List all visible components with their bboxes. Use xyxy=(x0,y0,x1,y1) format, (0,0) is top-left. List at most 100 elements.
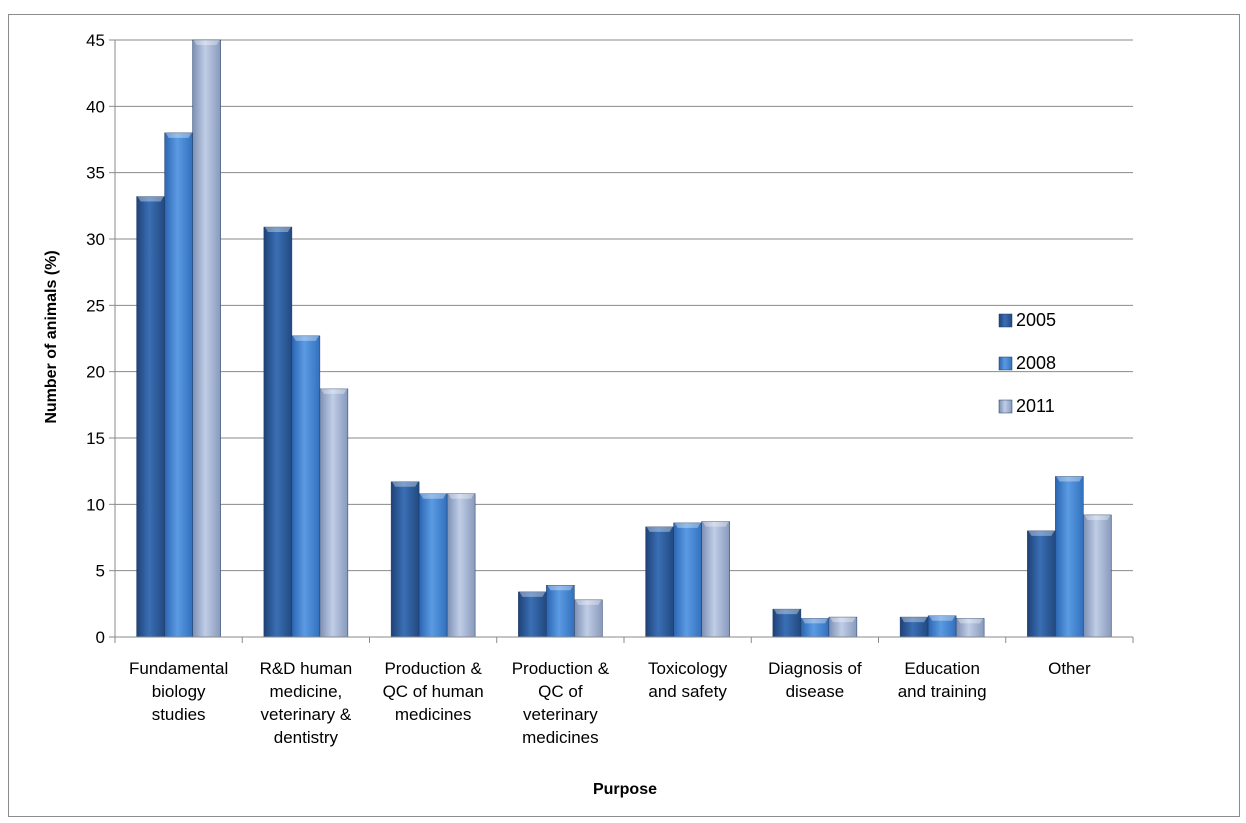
bar-body xyxy=(546,585,575,638)
x-category-label-line: Toxicology xyxy=(648,659,728,678)
bar-2008-4 xyxy=(673,522,702,638)
bar-2011-1 xyxy=(319,388,349,638)
bar-body xyxy=(291,335,321,638)
x-category-label: Fundamental biology studies xyxy=(129,659,228,724)
bar-2011-5 xyxy=(828,616,858,638)
x-category-label-line: disease xyxy=(786,682,845,701)
y-tick-label: 40 xyxy=(86,97,105,116)
bar-bevel xyxy=(292,335,319,341)
y-tick-label: 35 xyxy=(86,164,105,183)
bar-body xyxy=(164,132,193,638)
bar-body xyxy=(673,522,702,638)
bar-body xyxy=(645,526,674,638)
x-category-label-line: Production & xyxy=(512,659,610,678)
bar-bevel xyxy=(264,227,291,233)
bar-bevel xyxy=(801,618,828,624)
bar-bevel xyxy=(320,388,347,394)
bar-body xyxy=(1083,514,1112,638)
x-category-label-line: medicines xyxy=(395,705,472,724)
y-tick-label: 0 xyxy=(96,628,105,647)
bar-2011-6 xyxy=(955,618,985,638)
bar-bevel xyxy=(829,617,856,623)
bar-2005-0 xyxy=(136,196,165,638)
x-axis-title: Purpose xyxy=(593,781,657,798)
bar-2005-1 xyxy=(263,226,293,638)
bar-bevel xyxy=(137,196,164,202)
bar-body xyxy=(192,39,221,638)
y-tick-label: 45 xyxy=(86,31,105,50)
bar-2008-6 xyxy=(927,615,957,638)
legend-item-2005: 2005 xyxy=(998,310,1056,330)
bar-body xyxy=(701,521,730,638)
legend-item-2011: 2011 xyxy=(998,396,1055,416)
x-category-label: R&D human medicine, veterinary & dentistry xyxy=(260,659,353,747)
bar-bevel xyxy=(702,521,729,527)
bar-2011-4 xyxy=(701,521,730,638)
gridlines xyxy=(109,39,1133,638)
y-tick-label: 30 xyxy=(86,230,105,249)
x-category-label-line: medicines xyxy=(522,728,599,747)
bar-body xyxy=(446,493,476,638)
bar-2005-6 xyxy=(899,616,929,638)
x-category-label-line: medicine, xyxy=(269,682,342,701)
bar-bevel xyxy=(1056,476,1083,482)
bar-bevel xyxy=(957,618,984,624)
bar-2011-0 xyxy=(192,39,221,638)
bar-body xyxy=(319,388,349,638)
legend-swatch xyxy=(998,399,1013,414)
legend-label: 2011 xyxy=(1016,396,1055,416)
axes xyxy=(114,40,1134,643)
bar-2008-0 xyxy=(164,132,193,638)
legend-swatch xyxy=(998,356,1013,371)
bar-body xyxy=(418,493,448,638)
bar-body xyxy=(136,196,165,638)
y-tick-label: 15 xyxy=(86,429,105,448)
y-tick-label: 25 xyxy=(86,296,105,315)
y-tick-labels: 0 5 10 15 20 25 30 35 40 45 xyxy=(86,31,105,647)
bar-bevel xyxy=(1028,530,1055,536)
bar-bevel xyxy=(575,599,602,605)
bar-2011-7 xyxy=(1083,514,1112,638)
x-category-label-line: Fundamental xyxy=(129,659,228,678)
x-category-label-line: QC of xyxy=(538,682,583,701)
bar-2005-2 xyxy=(390,481,420,638)
bar-body xyxy=(390,481,420,638)
x-category-label-line: veterinary xyxy=(523,705,598,724)
bar-2008-3 xyxy=(546,585,575,638)
bar-bevel xyxy=(448,493,475,499)
legend-label: 2005 xyxy=(1016,310,1056,330)
bar-bevel xyxy=(547,585,574,591)
bar-body xyxy=(574,599,603,638)
bar-bevel xyxy=(674,522,701,528)
x-category-label-line: Diagnosis of xyxy=(768,659,862,678)
legend-swatch xyxy=(998,313,1013,328)
x-category-label-line: dentistry xyxy=(274,728,339,747)
x-category-label-line: biology xyxy=(152,682,206,701)
legend-item-2008: 2008 xyxy=(998,353,1056,373)
x-category-label-line: studies xyxy=(152,705,206,724)
bar-body xyxy=(1027,530,1056,638)
x-category-label-line: Production & xyxy=(384,659,482,678)
bar-body xyxy=(263,226,293,638)
bar-bevel xyxy=(646,526,673,532)
bar-2005-5 xyxy=(772,608,802,638)
x-category-label-line: QC of human xyxy=(383,682,484,701)
bar-bevel xyxy=(392,481,419,487)
x-category-label: Diagnosis of disease xyxy=(768,659,862,701)
bar-body xyxy=(518,591,547,638)
bar-2005-4 xyxy=(645,526,674,638)
bar-2011-2 xyxy=(446,493,476,638)
x-category-label-line: R&D human xyxy=(260,659,353,678)
x-category-label: Production & QC of human medicines xyxy=(383,659,484,724)
x-category-label: Toxicology and safety xyxy=(648,659,728,701)
legend-label: 2008 xyxy=(1016,353,1056,373)
bar-2008-7 xyxy=(1055,476,1084,638)
y-axis-title: Number of animals (%) xyxy=(43,250,60,423)
bar-bevel xyxy=(1084,514,1111,520)
bar-bevel xyxy=(929,615,956,621)
bar-body xyxy=(1055,476,1084,638)
x-category-label-line: and safety xyxy=(648,682,727,701)
bar-2011-3 xyxy=(574,599,603,638)
x-category-label-line: and training xyxy=(898,682,987,701)
